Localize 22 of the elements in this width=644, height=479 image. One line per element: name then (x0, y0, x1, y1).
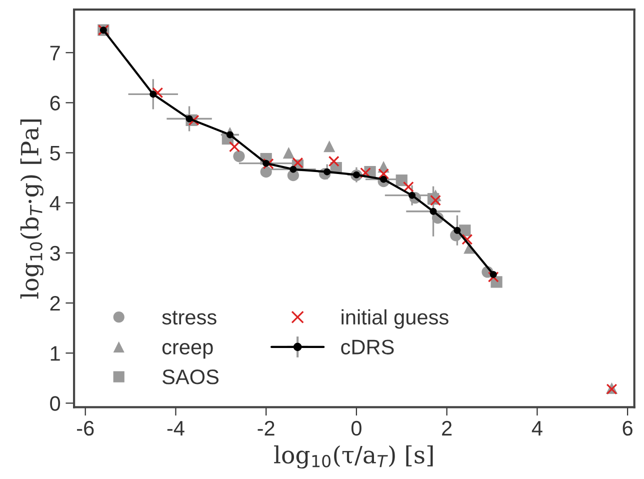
y-axis-title: log$_{10}$(b$_{T}$·g) [Pa] (20, 119, 44, 299)
y-tick-label: 6 (50, 96, 60, 110)
legend-label: cDRS (341, 340, 394, 354)
y-tick-label: 0 (50, 396, 60, 411)
x-tick-label: -6 (77, 420, 94, 436)
y-tick-label: 1 (50, 346, 60, 361)
x-tick-label: 0 (351, 420, 362, 436)
x-tick-label: -2 (258, 420, 274, 436)
y-tick-label: 7 (50, 46, 60, 60)
x-tick-label: 2 (442, 420, 452, 436)
x-tick-label: 4 (532, 421, 542, 436)
legend-label: creep (162, 343, 213, 359)
legend-label: SAOS (162, 370, 218, 384)
legend-label: initial guess (342, 309, 448, 329)
y-tick-label: 2 (50, 296, 60, 311)
x-axis-title: log$_{10}$(τ/a$_{T}$) [s] (274, 445, 433, 469)
y-tick-label: 3 (50, 246, 60, 261)
x-tick-label: 6 (622, 420, 632, 436)
x-tick-label: -4 (167, 421, 184, 436)
y-tick-label: 4 (50, 196, 60, 210)
legend-label: stress (162, 310, 216, 325)
y-tick-label: 5 (50, 146, 60, 161)
